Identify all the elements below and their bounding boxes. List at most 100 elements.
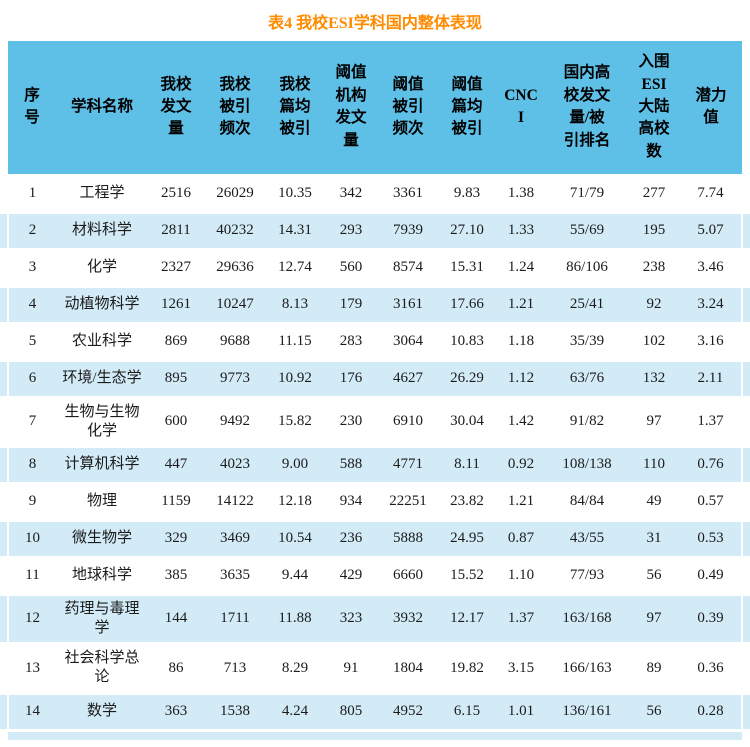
cell-our-cite-per-paper: 8.29 (266, 643, 324, 695)
row-left-spacer (0, 397, 8, 448)
row-left-spacer (0, 594, 8, 646)
col-header-our-pub-count: 我校 发文 量 (148, 41, 204, 177)
cell-index: 12 (7, 594, 56, 646)
cell-our-cite-per-paper: 10.92 (266, 360, 324, 399)
cell-threshold-pub-count: 429 (324, 557, 378, 596)
row-right-spacer (742, 249, 750, 288)
cell-cnci: 1.10 (496, 557, 546, 596)
cell-index: 5 (7, 323, 56, 362)
cell-esi-mainland-school-count: 110 (628, 446, 680, 485)
table-row: 9 物理 1159 14122 12.18 934 22251 23.82 1.21 84/84 4… (0, 483, 750, 522)
cell-our-cite-count: 9492 (204, 397, 266, 448)
cell-domestic-rank: 163/168 (546, 594, 628, 646)
cell-our-cite-count: 3635 (204, 557, 266, 596)
cell-subject-name: 化学 (56, 249, 148, 288)
row-right-spacer (742, 693, 750, 732)
table-row: 4 动植物科学 1261 10247 8.13 179 3161 17.66 1.21 25/41… (0, 286, 750, 325)
cell-threshold-cite-per-paper: 9.83 (438, 175, 496, 214)
cell-our-cite-count: 14122 (204, 483, 266, 522)
cell-our-cite-per-paper: 11.15 (266, 323, 324, 362)
cell-cnci: 0.92 (496, 446, 546, 485)
cell-esi-mainland-school-count: 132 (628, 360, 680, 399)
col-header-threshold-cite-per-paper: 阈值 篇均 被引 (438, 41, 496, 177)
cell-potential-value: 3.16 (680, 323, 743, 362)
cell-subject-name: 生物与生物化学 (56, 397, 148, 448)
cell-threshold-cite-per-paper: 27.10 (438, 212, 496, 251)
col-header-esi-mainland-school-count: 入围 ESI 大陆 高校 数 (628, 41, 680, 177)
row-right-spacer (742, 520, 750, 559)
table-row: 11 地球科学 385 3635 9.44 429 6660 15.52 1.10 77/93 56… (0, 557, 750, 596)
cell-subject-name: 计算机科学 (56, 446, 148, 485)
cell-threshold-cite-count: 22251 (378, 483, 438, 522)
cell-threshold-cite-count: 8574 (378, 249, 438, 288)
row-left-spacer (0, 175, 8, 214)
cell-our-cite-per-paper: 9.00 (266, 446, 324, 485)
cell-our-cite-count: 1538 (204, 693, 266, 732)
cell-our-pub-count: 447 (148, 446, 204, 485)
cell-potential-value: 3.24 (680, 286, 743, 325)
col-header-threshold-cite-count: 阈值 被引 频次 (378, 41, 438, 177)
cell-potential-value: 0.49 (680, 557, 743, 596)
cell-threshold-pub-count: 588 (324, 446, 378, 485)
cell-our-pub-count: 2811 (148, 212, 204, 251)
row-left-spacer (0, 557, 8, 596)
cell-threshold-cite-per-paper: 6.15 (438, 693, 496, 732)
row-right-spacer (742, 286, 750, 325)
cell-threshold-cite-per-paper: 10.83 (438, 323, 496, 362)
cell-our-pub-count: 1159 (148, 483, 204, 522)
col-header-our-cite-per-paper: 我校 篇均 被引 (266, 41, 324, 177)
cell-our-cite-per-paper: 10.54 (266, 520, 324, 559)
cell-threshold-cite-count: 6660 (378, 557, 438, 596)
cell-subject-name: 物理 (56, 483, 148, 522)
cell-esi-mainland-school-count: 97 (628, 594, 680, 646)
cell-threshold-pub-count: 293 (324, 212, 378, 251)
cell-our-cite-count: 4023 (204, 446, 266, 485)
cell-threshold-cite-count: 4627 (378, 360, 438, 399)
cell-threshold-pub-count: 230 (324, 397, 378, 448)
col-header-threshold-pub-count: 阈值 机构 发文 量 (324, 41, 378, 177)
cell-our-cite-per-paper: 12.18 (266, 483, 324, 522)
cell-esi-mainland-school-count: 238 (628, 249, 680, 288)
cell-cnci: 1.38 (496, 175, 546, 214)
row-right-spacer (742, 643, 750, 695)
cell-threshold-cite-count: 4952 (378, 693, 438, 732)
col-header-domestic-rank: 国内高 校发文 量/被 引排名 (546, 41, 628, 177)
cell-our-cite-per-paper: 15.82 (266, 397, 324, 448)
table-row: 3 化学 2327 29636 12.74 560 8574 15.31 1.24 86/106 2… (0, 249, 750, 288)
cell-index: 7 (7, 397, 56, 448)
row-right-spacer (742, 360, 750, 399)
cell-our-cite-per-paper: 10.35 (266, 175, 324, 214)
cell-threshold-pub-count: 283 (324, 323, 378, 362)
cell-threshold-cite-count: 3361 (378, 175, 438, 214)
cell-threshold-pub-count: 805 (324, 693, 378, 732)
cell-esi-mainland-school-count: 195 (628, 212, 680, 251)
cell-threshold-pub-count: 91 (324, 643, 378, 695)
cell-our-pub-count: 2327 (148, 249, 204, 288)
cell-our-cite-count: 9688 (204, 323, 266, 362)
cell-our-pub-count: 363 (148, 693, 204, 732)
cell-threshold-cite-count: 4771 (378, 446, 438, 485)
cell-subject-name: 地球科学 (56, 557, 148, 596)
cell-our-pub-count: 385 (148, 557, 204, 596)
cell-esi-mainland-school-count: 97 (628, 397, 680, 448)
row-right-spacer (742, 212, 750, 251)
cell-our-cite-count: 26029 (204, 175, 266, 214)
cell-our-pub-count: 895 (148, 360, 204, 399)
cell-domestic-rank: 55/69 (546, 212, 628, 251)
cell-esi-mainland-school-count: 102 (628, 323, 680, 362)
table-footer-strip (8, 731, 742, 740)
cell-index: 3 (7, 249, 56, 288)
cell-our-pub-count: 1261 (148, 286, 204, 325)
cell-threshold-cite-per-paper: 15.52 (438, 557, 496, 596)
col-header-our-cite-count: 我校 被引 频次 (204, 41, 266, 177)
row-left-spacer (0, 643, 8, 695)
header-right-spacer (742, 41, 750, 177)
cell-esi-mainland-school-count: 56 (628, 557, 680, 596)
cell-domestic-rank: 166/163 (546, 643, 628, 695)
cell-index: 13 (7, 643, 56, 695)
cell-subject-name: 环境/生态学 (56, 360, 148, 399)
cell-cnci: 1.33 (496, 212, 546, 251)
header-row: 序 号 学科名称 我校 发文 量 我校 被引 频次 我校 篇均 被引 阈值 机构… (0, 41, 750, 177)
cell-our-cite-per-paper: 14.31 (266, 212, 324, 251)
cell-esi-mainland-school-count: 49 (628, 483, 680, 522)
